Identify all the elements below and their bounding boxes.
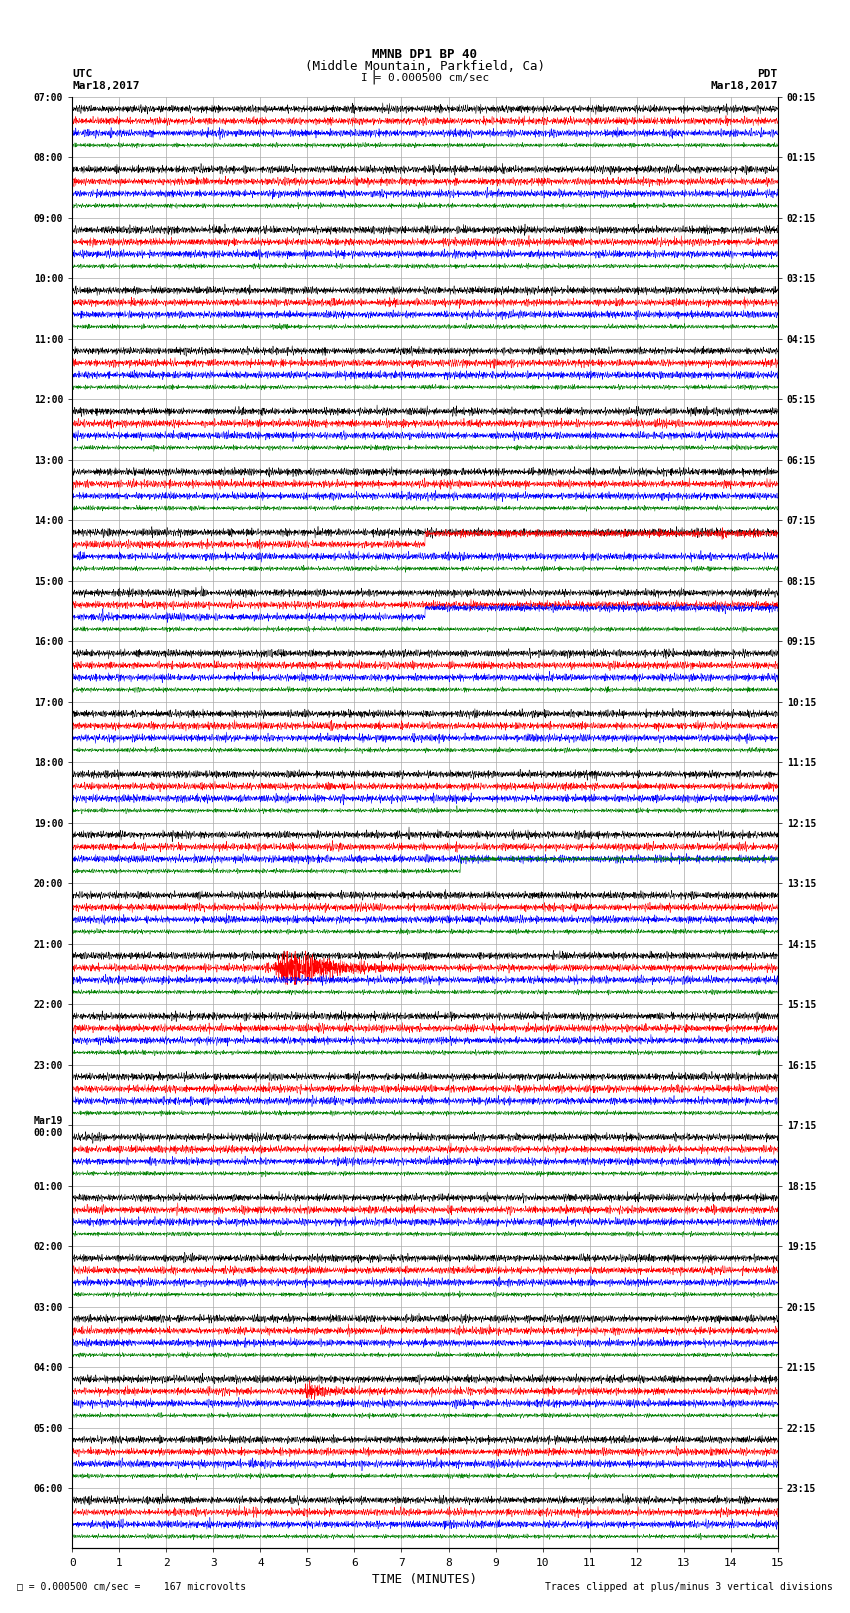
Text: Mar18,2017: Mar18,2017 [711,81,778,90]
Text: MMNB DP1 BP 40: MMNB DP1 BP 40 [372,48,478,61]
Text: I = 0.000500 cm/sec: I = 0.000500 cm/sec [361,73,489,82]
Text: Mar18,2017: Mar18,2017 [72,81,139,90]
Text: UTC: UTC [72,69,93,79]
Text: |: | [370,69,378,84]
X-axis label: TIME (MINUTES): TIME (MINUTES) [372,1573,478,1586]
Text: Traces clipped at plus/minus 3 vertical divisions: Traces clipped at plus/minus 3 vertical … [545,1582,833,1592]
Text: □ = 0.000500 cm/sec =    167 microvolts: □ = 0.000500 cm/sec = 167 microvolts [17,1582,246,1592]
Text: PDT: PDT [757,69,778,79]
Text: (Middle Mountain, Parkfield, Ca): (Middle Mountain, Parkfield, Ca) [305,60,545,73]
